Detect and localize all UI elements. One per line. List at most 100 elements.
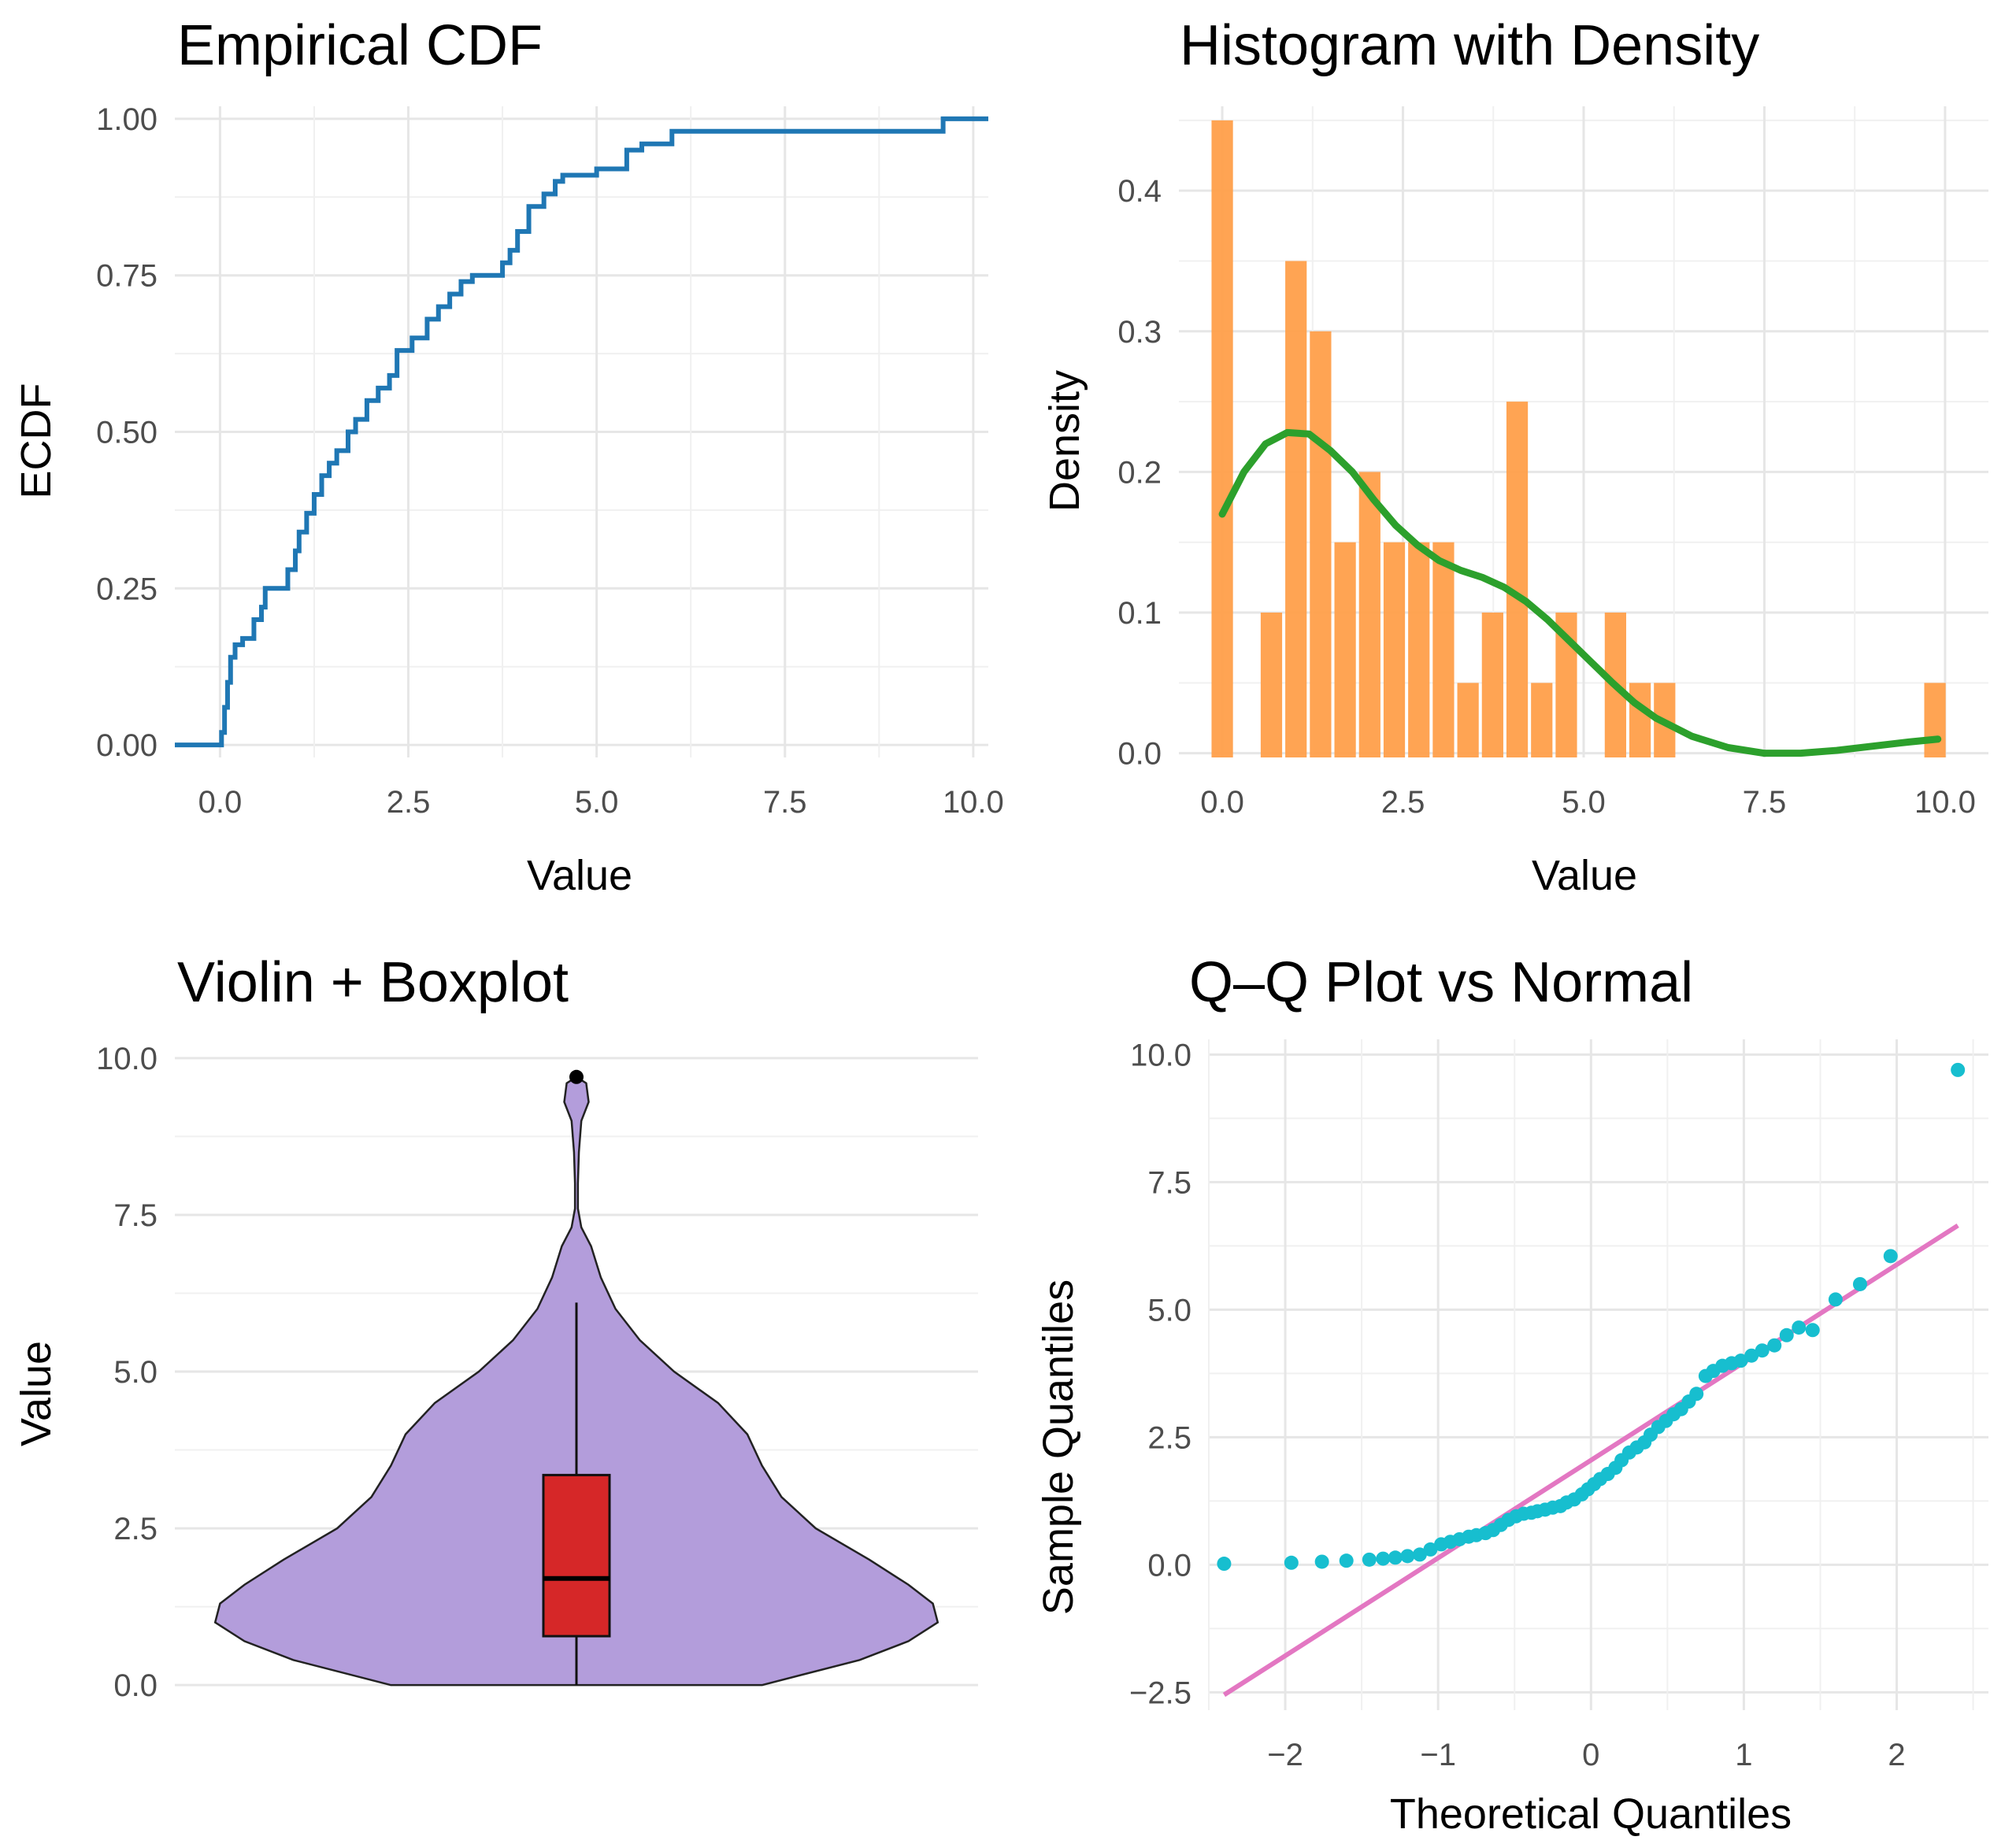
x-tick-label: 1 bbox=[1735, 1738, 1752, 1772]
qq-point bbox=[1689, 1387, 1704, 1402]
x-tick-label: 10.0 bbox=[943, 785, 1004, 820]
y-tick-label: 7.5 bbox=[1147, 1165, 1191, 1200]
qq-point bbox=[1423, 1542, 1438, 1557]
histogram-bar bbox=[1310, 331, 1332, 757]
qq-point bbox=[1883, 1249, 1898, 1264]
panel-ecdf: Empirical CDF 0.0 2.5 5.0 7.5 10.0 0.00 0.25 0… bbox=[13, 14, 1004, 899]
qq-point bbox=[1951, 1062, 1966, 1077]
y-tick-label: 0.3 bbox=[1117, 315, 1162, 350]
histogram-bar bbox=[1531, 683, 1553, 757]
histogram-bar bbox=[1629, 683, 1651, 757]
histogram-x-ticks: 0.0 2.5 5.0 7.5 10.0 bbox=[1200, 785, 1976, 820]
ecdf-y-axis-title: ECDF bbox=[13, 383, 60, 499]
violin-title: Violin + Boxplot bbox=[177, 951, 569, 1014]
x-tick-label: 0 bbox=[1582, 1738, 1599, 1772]
qq-point bbox=[1767, 1338, 1782, 1353]
qq-point bbox=[1852, 1276, 1867, 1291]
qq-point bbox=[1314, 1554, 1329, 1569]
x-tick-label: 2.5 bbox=[1381, 785, 1425, 820]
histogram-marks bbox=[1211, 120, 1946, 758]
y-tick-label: 5.0 bbox=[113, 1355, 158, 1390]
panel-histogram: Histogram with Density 0.0 2.5 5.0 7.5 10.0 … bbox=[1041, 14, 1988, 899]
violin-y-axis-title: Value bbox=[13, 1341, 60, 1446]
histogram-bar bbox=[1432, 542, 1455, 757]
qq-point bbox=[1733, 1353, 1748, 1368]
histogram-bar bbox=[1924, 683, 1946, 757]
qq-y-axis-title: Sample Quantiles bbox=[1035, 1279, 1082, 1615]
violin-y-ticks: 0.0 2.5 5.0 7.5 10.0 bbox=[96, 1042, 158, 1703]
histogram-x-axis-title: Value bbox=[1532, 852, 1637, 899]
x-tick-label: −2 bbox=[1267, 1738, 1303, 1772]
y-tick-label: 0.00 bbox=[96, 728, 158, 763]
y-tick-label: 1.00 bbox=[96, 102, 158, 137]
qq-x-axis-title: Theoretical Quantiles bbox=[1390, 1790, 1792, 1838]
y-tick-label: 10.0 bbox=[96, 1042, 158, 1076]
ecdf-y-ticks: 0.00 0.25 0.50 0.75 1.00 bbox=[96, 102, 158, 763]
x-tick-label: 10.0 bbox=[1914, 785, 1976, 820]
y-tick-label: 0.0 bbox=[1117, 737, 1162, 772]
y-tick-label: 2.5 bbox=[113, 1512, 158, 1546]
qq-x-ticks: −2 −1 0 1 2 bbox=[1267, 1738, 1905, 1772]
y-tick-label: 0.4 bbox=[1117, 174, 1162, 209]
qq-point bbox=[1376, 1551, 1391, 1566]
x-tick-label: 5.0 bbox=[575, 785, 619, 820]
qq-point bbox=[1805, 1323, 1820, 1338]
histogram-y-ticks: 0.0 0.1 0.2 0.3 0.4 bbox=[1117, 174, 1162, 771]
qq-point bbox=[1362, 1552, 1377, 1567]
x-tick-label: 5.0 bbox=[1562, 785, 1606, 820]
histogram-bar bbox=[1334, 542, 1356, 757]
y-tick-label: 0.2 bbox=[1117, 455, 1162, 490]
violin-marks bbox=[213, 1069, 939, 1687]
x-tick-label: 7.5 bbox=[1743, 785, 1787, 820]
boxplot-box bbox=[542, 1473, 611, 1638]
qq-point bbox=[1755, 1343, 1770, 1358]
histogram-bar bbox=[1408, 542, 1430, 757]
histogram-bar bbox=[1285, 261, 1307, 757]
qq-y-ticks: −2.5 0.0 2.5 5.0 7.5 10.0 bbox=[1129, 1038, 1191, 1710]
x-tick-label: 2 bbox=[1888, 1738, 1905, 1772]
qq-title: Q–Q Plot vs Normal bbox=[1189, 951, 1693, 1014]
y-tick-label: 2.5 bbox=[1147, 1420, 1191, 1455]
qq-marks bbox=[1217, 1062, 1966, 1698]
qq-point bbox=[1828, 1292, 1843, 1307]
y-tick-label: 0.75 bbox=[96, 259, 158, 294]
qq-point bbox=[1339, 1553, 1354, 1568]
y-tick-label: 0.25 bbox=[96, 572, 158, 606]
histogram-y-axis-title: Density bbox=[1041, 370, 1088, 512]
x-tick-label: −1 bbox=[1420, 1738, 1456, 1772]
x-tick-label: 7.5 bbox=[763, 785, 807, 820]
histogram-bar bbox=[1383, 542, 1406, 757]
histogram-title: Histogram with Density bbox=[1180, 14, 1759, 77]
ecdf-x-ticks: 0.0 2.5 5.0 7.5 10.0 bbox=[198, 785, 1004, 820]
x-tick-label: 0.0 bbox=[198, 785, 243, 820]
histogram-bar bbox=[1506, 402, 1529, 757]
x-tick-label: 0.0 bbox=[1200, 785, 1244, 820]
qq-point bbox=[1388, 1550, 1403, 1565]
histogram-bar bbox=[1457, 683, 1479, 757]
qq-point bbox=[1284, 1555, 1299, 1570]
density-curve bbox=[1218, 428, 1942, 757]
histogram-bar bbox=[1358, 472, 1380, 757]
histogram-bar bbox=[1260, 613, 1283, 757]
qq-point bbox=[1744, 1348, 1759, 1363]
y-tick-label: 0.0 bbox=[113, 1668, 158, 1703]
y-tick-label: 10.0 bbox=[1130, 1038, 1191, 1072]
qq-point bbox=[1412, 1547, 1427, 1562]
y-tick-label: 0.0 bbox=[1147, 1548, 1191, 1583]
histogram-bar bbox=[1481, 613, 1503, 757]
boxplot-outlier bbox=[569, 1069, 584, 1084]
x-tick-label: 2.5 bbox=[387, 785, 431, 820]
qq-point bbox=[1779, 1327, 1794, 1342]
y-tick-label: 0.1 bbox=[1117, 596, 1162, 631]
qq-point bbox=[1792, 1320, 1807, 1335]
ecdf-title: Empirical CDF bbox=[177, 14, 543, 77]
histogram-bar bbox=[1211, 120, 1233, 758]
y-tick-label: 7.5 bbox=[113, 1198, 158, 1233]
qq-grid bbox=[1208, 1039, 1988, 1710]
y-tick-label: −2.5 bbox=[1129, 1676, 1191, 1710]
ecdf-marks bbox=[175, 116, 988, 748]
ecdf-step-line bbox=[175, 116, 988, 748]
qq-point bbox=[1400, 1549, 1415, 1564]
qq-point bbox=[1217, 1557, 1232, 1572]
